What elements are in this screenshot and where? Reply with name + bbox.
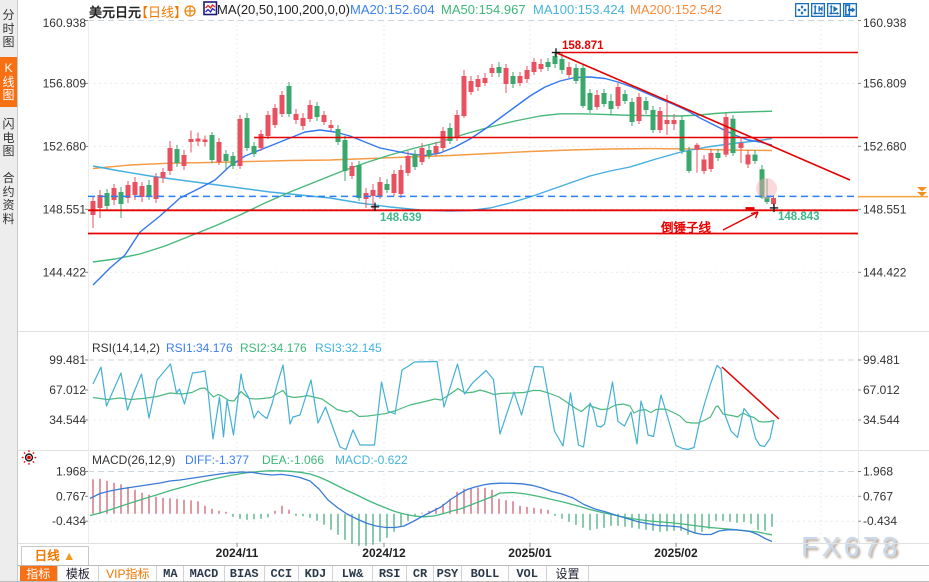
svg-text:0.767: 0.767	[56, 489, 86, 503]
svg-text:160.938: 160.938	[43, 16, 87, 30]
svg-text:倒锤子线: 倒锤子线	[660, 220, 712, 235]
svg-text:148.639: 148.639	[380, 212, 422, 224]
svg-text:99.481: 99.481	[49, 353, 86, 367]
svg-text:148.551: 148.551	[863, 202, 907, 216]
svg-text:152.680: 152.680	[863, 139, 907, 153]
svg-text:-0.434: -0.434	[52, 514, 86, 528]
svg-text:1.968: 1.968	[863, 465, 893, 479]
svg-text:152.680: 152.680	[43, 139, 87, 153]
svg-text:148.551: 148.551	[43, 202, 87, 216]
svg-text:34.544: 34.544	[49, 413, 86, 427]
svg-text:158.871: 158.871	[562, 40, 604, 52]
svg-text:144.422: 144.422	[43, 265, 87, 279]
svg-text:148.843: 148.843	[778, 211, 820, 223]
svg-text:0.767: 0.767	[863, 489, 893, 503]
svg-text:67.012: 67.012	[863, 383, 900, 397]
svg-text:156.809: 156.809	[43, 76, 87, 90]
svg-text:160.938: 160.938	[863, 16, 907, 30]
svg-text:34.544: 34.544	[863, 413, 900, 427]
svg-text:99.481: 99.481	[863, 353, 900, 367]
svg-text:-0.434: -0.434	[863, 514, 897, 528]
svg-text:67.012: 67.012	[49, 383, 86, 397]
svg-text:144.422: 144.422	[863, 265, 907, 279]
svg-text:156.809: 156.809	[863, 76, 907, 90]
svg-text:1.968: 1.968	[56, 465, 86, 479]
